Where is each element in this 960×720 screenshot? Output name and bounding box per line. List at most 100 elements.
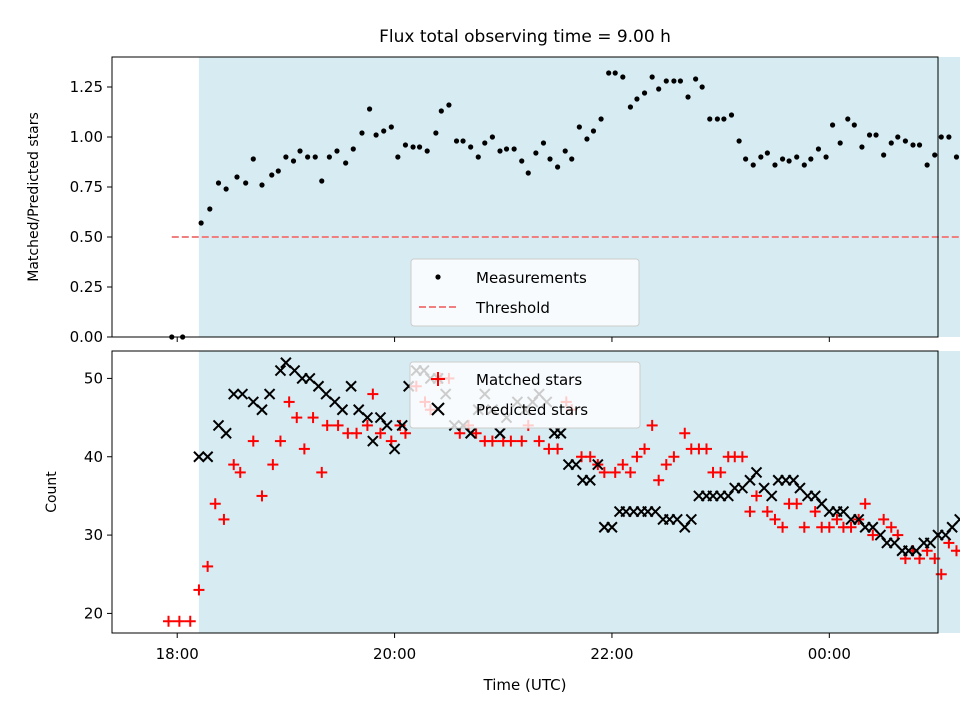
matched-star-point [646,419,658,431]
matched-star-point [617,459,629,471]
matched-star-point [228,459,240,471]
matched-star-point [274,435,286,447]
measurement-point [525,170,531,176]
predicted-star-point [236,388,249,400]
predicted-star-point [256,404,268,416]
predicted-star-point [685,513,697,526]
measurement-point [366,106,373,112]
matched-star-point [316,466,328,478]
measurement-point [815,146,822,152]
legend-matched-label: Matched stars [476,371,582,389]
matched-star-point [777,521,789,533]
top-ytick-label: 0.25 [70,278,103,296]
matched-star-point [173,615,185,627]
measurement-point [924,162,930,168]
predicted-star-point [606,521,618,533]
measurement-point [714,116,720,122]
matched-star-point [193,584,205,596]
measurement-point [953,154,960,160]
matched-star-point [332,419,344,431]
measurement-point [845,116,851,122]
legend-threshold-label: Threshold [475,299,550,317]
matched-star-point [321,419,333,431]
measurement-point [446,102,452,108]
measurement-point [312,154,318,160]
measurement-point [758,154,764,160]
matched-star-point [823,521,835,533]
matched-star-point [867,529,879,541]
predicted-star-point [220,427,232,439]
matched-star-point [256,490,268,502]
matched-star-point [761,506,773,518]
bottom-ytick-label: 30 [84,526,103,544]
measurement-point [350,146,356,152]
measurement-point [606,70,612,76]
matched-star-point [639,443,651,455]
matched-star-point [598,466,610,478]
matched-star-point [202,560,214,572]
measurement-point [902,138,908,144]
predicted-star-point [193,451,205,463]
measurement-point [590,128,597,134]
legend-measurements-label: Measurements [476,269,587,287]
measurement-point [598,116,604,122]
measurement-point [343,160,349,166]
measurement-point [416,144,423,150]
measurement-point [750,162,756,168]
measurement-point [460,138,466,144]
measurement-point [584,136,590,142]
matched-star-point [831,513,843,525]
matched-star-point [533,435,545,447]
legend-predicted-marker [431,402,445,416]
predicted-star-point [345,380,357,392]
matched-star-point [234,466,246,478]
matched-star-point [668,451,680,463]
predicted-star-point [494,427,506,439]
legend-measurements-marker [435,274,441,280]
measurement-point [319,178,325,184]
measurement-point [275,168,281,174]
bottom-axes-frame [111,350,939,634]
predicted-star-point [766,490,778,502]
matched-star-point [701,443,713,455]
measurement-point [612,70,618,76]
matched-star-point [769,513,781,525]
measurement-point [859,144,865,150]
measurement-point [634,96,640,102]
predicted-star-point [750,466,763,479]
matched-star-point [247,435,259,447]
measurement-point [736,138,742,144]
matched-star-point [516,435,528,447]
predicted-star-point [361,411,374,424]
predicted-star-point [584,474,596,486]
bottom-ytick-label: 20 [84,604,103,622]
measurement-point [649,74,655,80]
measurement-point [290,158,297,164]
matched-star-point [361,419,373,431]
top-ytick-label: 0.00 [70,328,103,346]
matched-star-point [298,443,310,455]
measurement-point [468,144,474,150]
measurement-point [837,140,843,146]
measurement-point [533,150,539,156]
matched-star-point [950,545,960,557]
predicted-star-point [381,419,393,432]
predicted-star-point [274,364,287,377]
measurement-point [656,86,662,92]
measurement-point [198,220,204,226]
top-y-axis-label: Matched/Predicted stars [26,112,42,282]
measurement-point [305,154,311,160]
matched-star-point [631,451,643,463]
measurement-point [250,156,256,162]
measurement-point [895,134,901,140]
matched-star-point [750,490,762,502]
measurement-point [938,134,944,140]
matched-star-point [609,466,621,478]
measurement-point [881,152,887,158]
matched-star-point [584,451,596,463]
measurement-point [779,156,786,162]
measurement-point [946,134,952,140]
legend-matched-marker [431,372,445,386]
measurement-point [547,156,553,162]
measurement-point [888,140,894,146]
